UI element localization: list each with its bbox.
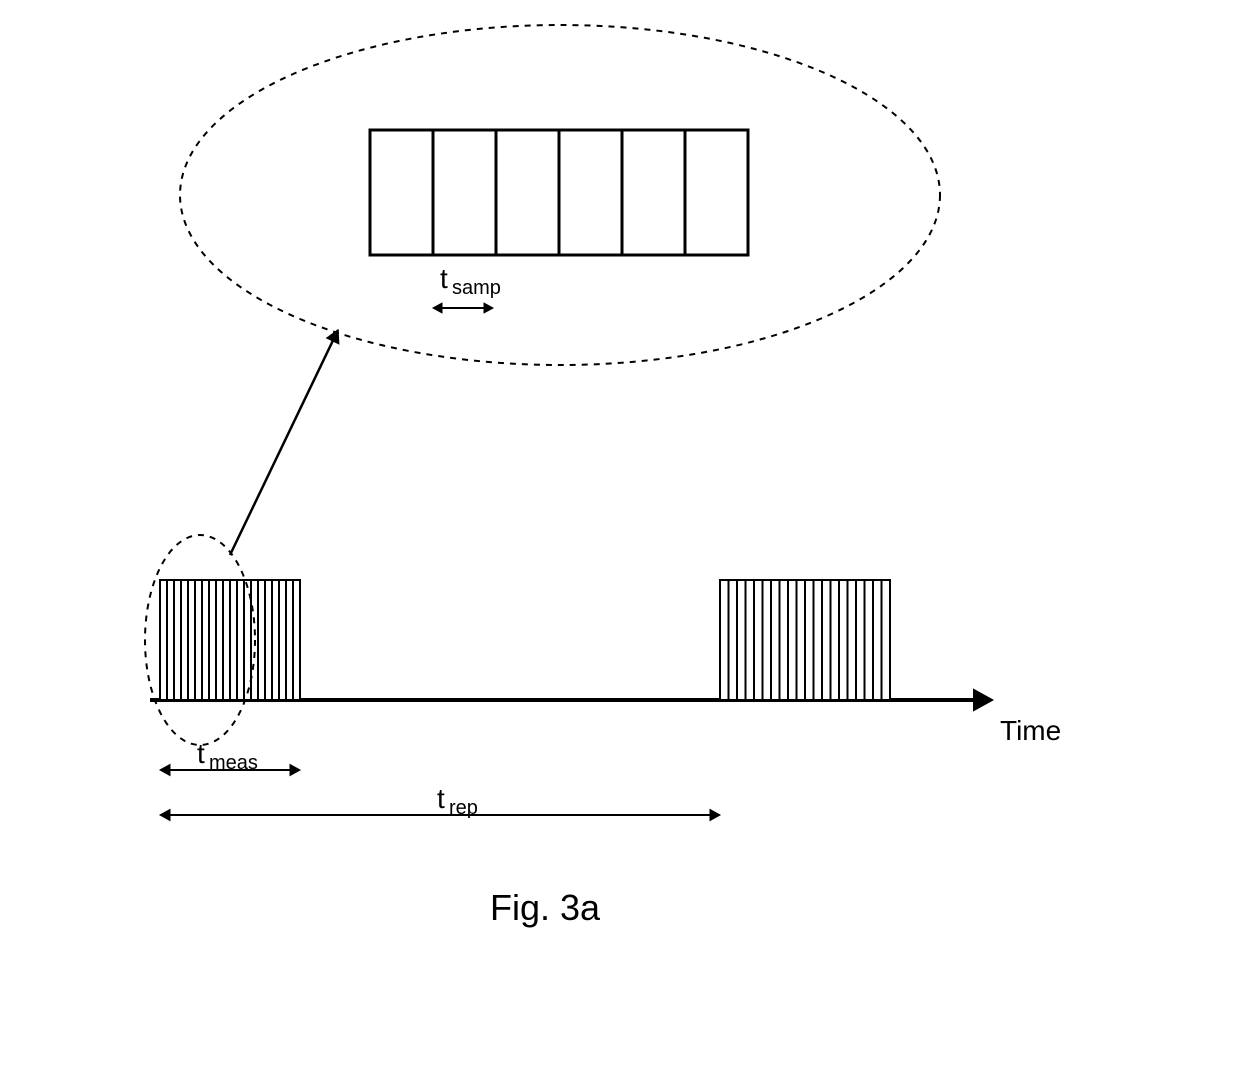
figure-title: Fig. 3a — [490, 887, 601, 928]
svg-text:samp: samp — [452, 277, 501, 299]
time-axis-label: Time — [1000, 715, 1061, 746]
pulse-burst-1 — [160, 580, 300, 700]
svg-text:t: t — [440, 263, 448, 294]
timing-diagram: tsampTimetmeastrepFig. 3a — [0, 0, 1240, 1067]
svg-text:t: t — [437, 783, 445, 814]
pulse-burst-2 — [720, 580, 890, 700]
zoom-sample-cells — [370, 130, 748, 255]
svg-text:t: t — [197, 738, 205, 769]
